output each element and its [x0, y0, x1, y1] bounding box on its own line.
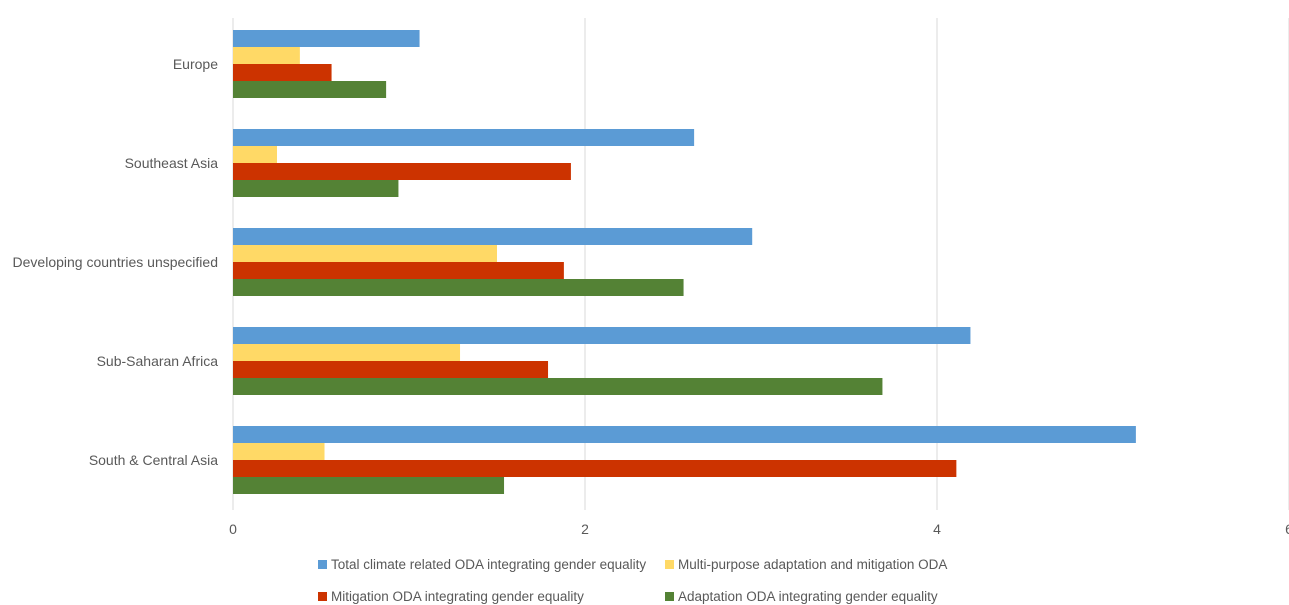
legend-label-total: Total climate related ODA integrating ge… — [331, 557, 647, 572]
bar — [233, 129, 695, 146]
bar — [233, 47, 300, 64]
legend-item-multipurpose: Multi-purpose adaptation and mitigation … — [665, 557, 947, 572]
category-label: Developing countries unspecified — [13, 254, 218, 270]
bar — [233, 81, 387, 98]
legend-item-mitigation: Mitigation ODA integrating gender equali… — [318, 589, 584, 604]
category-label: South & Central Asia — [89, 452, 218, 468]
bar — [233, 477, 505, 494]
bars — [233, 30, 1136, 494]
bar — [233, 460, 957, 477]
bar — [233, 279, 684, 296]
category-label: Europe — [173, 56, 218, 72]
bar — [233, 262, 564, 279]
legend-swatch-total — [318, 560, 327, 569]
x-tick-label: 2 — [581, 521, 589, 537]
bar — [233, 30, 420, 47]
legend-label-multipurpose: Multi-purpose adaptation and mitigation … — [678, 557, 948, 572]
x-axis-ticks: 0 2 4 6 — [229, 521, 1289, 537]
legend-item-adaptation: Adaptation ODA integrating gender equali… — [665, 589, 938, 604]
bar — [233, 163, 571, 180]
category-label: Sub-Saharan Africa — [97, 353, 219, 369]
bar — [233, 378, 883, 395]
bar — [233, 180, 399, 197]
bar — [233, 327, 971, 344]
bar — [233, 245, 497, 262]
category-label: Southeast Asia — [125, 155, 219, 171]
bar — [233, 228, 753, 245]
legend-swatch-adaptation — [665, 592, 674, 601]
x-tick-label: 6 — [1285, 521, 1289, 537]
legend-label-mitigation: Mitigation ODA integrating gender equali… — [331, 589, 584, 604]
x-tick-label: 4 — [933, 521, 941, 537]
bar — [233, 426, 1136, 443]
bar — [233, 361, 549, 378]
bar — [233, 64, 332, 81]
bar — [233, 344, 461, 361]
legend-swatch-mitigation — [318, 592, 327, 601]
bar — [233, 146, 277, 163]
category-labels: Europe Southeast Asia Developing countries… — [13, 56, 219, 468]
legend-item-total: Total climate related ODA integrating ge… — [318, 557, 646, 572]
legend-label-adaptation: Adaptation ODA integrating gender equali… — [678, 589, 938, 604]
legend-swatch-multipurpose — [665, 560, 674, 569]
bar — [233, 443, 325, 460]
x-tick-label: 0 — [229, 521, 237, 537]
